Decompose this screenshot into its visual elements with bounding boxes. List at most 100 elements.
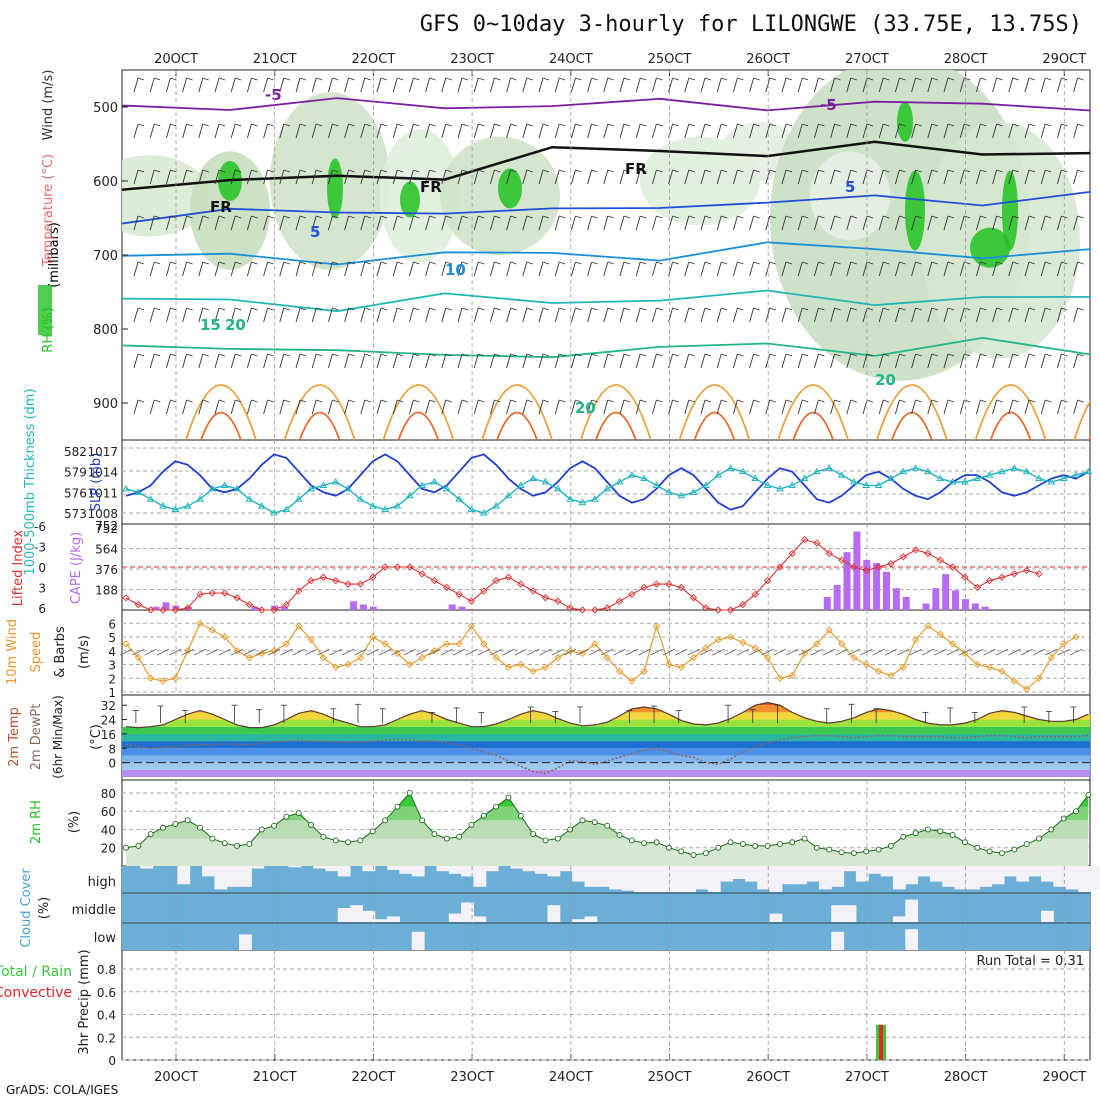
wind-barb — [376, 123, 382, 139]
wind-barb — [878, 261, 884, 277]
wind-barb — [149, 215, 155, 231]
li-marker — [973, 583, 981, 592]
wind-barb — [165, 261, 171, 277]
wind-barb-flag — [640, 215, 647, 219]
wind-barb — [441, 261, 447, 277]
wind-barb-flag — [510, 169, 517, 173]
wind-barb-flag — [785, 307, 793, 311]
wind-barb — [700, 123, 706, 139]
wind-barb-flag — [591, 77, 598, 81]
wind-barb-flag — [640, 77, 647, 81]
wind-barb — [538, 77, 544, 93]
li-marker — [628, 590, 636, 598]
dewpt-line — [125, 734, 1089, 775]
wind-barb — [1008, 307, 1014, 323]
wind-barb — [603, 215, 609, 231]
wind-barb — [587, 399, 593, 415]
wind-barb-flag — [170, 215, 177, 219]
wind-barb — [635, 123, 641, 139]
rh-marker — [826, 846, 833, 853]
wind-barb — [473, 169, 479, 185]
wind-barb — [813, 261, 819, 277]
wind-barb — [975, 307, 981, 323]
li-marker — [985, 577, 994, 585]
wind-barb — [506, 399, 512, 415]
rh-marker — [900, 833, 907, 840]
rh-marker — [172, 821, 179, 827]
wind-barb-flag — [575, 215, 582, 219]
wind-barb — [716, 353, 722, 369]
cloud-bar-high — [572, 866, 585, 882]
wind-barb — [830, 169, 836, 185]
wind-barb-flag — [316, 399, 323, 403]
wind-barb — [327, 77, 333, 93]
wind-barb — [1056, 169, 1062, 185]
wind-barb-flag — [915, 77, 922, 81]
thickness-marker — [899, 467, 908, 475]
li-marker — [677, 583, 685, 592]
cloud-bar-high — [473, 866, 487, 887]
wind-barb — [198, 261, 204, 277]
wind-barb — [1056, 261, 1062, 277]
time-label-bottom: 28OCT — [944, 1070, 988, 1085]
wind-barb-flag — [866, 215, 874, 219]
rh-marker — [493, 803, 500, 810]
thickness-marker — [640, 474, 649, 482]
wind-barb — [1008, 77, 1014, 93]
wind-barb — [878, 123, 884, 139]
wind-barb — [360, 307, 366, 323]
cloud-bar-high — [670, 866, 684, 892]
wind-tick-label: 2 — [108, 672, 116, 686]
wind-barb-flag — [866, 353, 874, 357]
wind-barb-flag — [251, 353, 258, 357]
li-marker — [739, 600, 747, 609]
wind-barb — [943, 261, 949, 277]
cloud-bar-middle — [362, 910, 376, 922]
cloud-bar-high — [621, 866, 635, 891]
wind-barb — [392, 353, 398, 369]
rh-marker — [875, 846, 882, 853]
wind-barb-10m — [193, 648, 207, 656]
wind-barb — [506, 123, 512, 139]
contour-label: 5 — [845, 178, 855, 196]
wind-barb — [489, 77, 495, 93]
wind-barb-10m — [539, 648, 552, 656]
thickness-marker — [504, 491, 513, 499]
wind-barb — [797, 169, 803, 185]
wind-barb — [554, 169, 560, 185]
wind-barb-flag — [591, 123, 598, 127]
cloud-bar-middle — [843, 905, 857, 922]
wind-barb-flag — [623, 123, 631, 127]
thickness-marker — [1072, 471, 1080, 478]
cape-bar — [369, 606, 377, 610]
wind-barb-flag — [397, 77, 404, 81]
wind-barb-flag — [559, 399, 566, 403]
wind-marker — [566, 647, 574, 655]
cloud-bar-high — [485, 866, 499, 872]
wind-barb-flag — [397, 307, 404, 311]
wind-barb-flag — [478, 307, 485, 311]
wind-barb — [1056, 77, 1062, 93]
cloud-bar-high — [917, 866, 931, 877]
wind-barb — [894, 215, 900, 231]
wind-barb-flag — [559, 77, 566, 81]
li-marker — [381, 563, 389, 571]
wind-marker — [295, 622, 303, 630]
wind-barb — [279, 307, 285, 323]
wind-marker — [862, 660, 870, 669]
wind-barb — [570, 307, 576, 323]
li-marker — [603, 604, 611, 612]
wind-barb-flag — [818, 77, 825, 81]
rh-marker — [1048, 826, 1055, 833]
wind-barb — [846, 261, 852, 277]
wind-barb-flag — [899, 215, 906, 219]
wind-barb — [344, 399, 350, 415]
cloud-bar-middle — [769, 913, 783, 922]
wind-barb-flag — [818, 169, 825, 173]
li-marker — [689, 594, 698, 602]
wind-barb-flag — [218, 215, 226, 219]
wind-barb-flag — [461, 399, 469, 403]
wind-barb-flag — [996, 353, 1003, 357]
wind-marker — [628, 677, 636, 685]
wind-marker — [837, 640, 846, 648]
